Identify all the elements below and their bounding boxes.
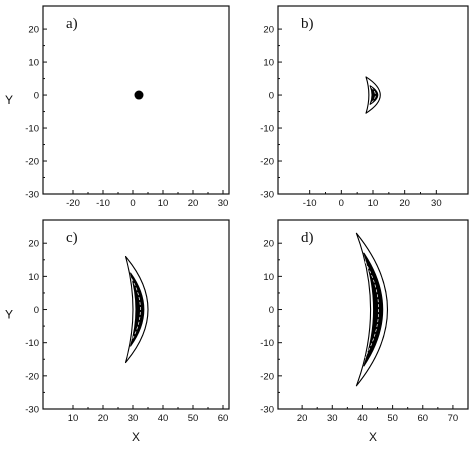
x-tick-label: 50: [387, 413, 398, 424]
x-tick-label: 60: [417, 413, 428, 424]
y-tick-label: -10: [260, 124, 274, 135]
y-tick-label: 20: [263, 239, 274, 250]
y-tick-label: -10: [25, 124, 39, 135]
plot-frame: [42, 5, 230, 195]
outer-contour: [355, 232, 389, 387]
y-tick-label: 20: [28, 239, 39, 250]
y-tick-label: -20: [260, 157, 274, 168]
x-tick-label: 10: [158, 198, 169, 209]
inner-contour: [130, 272, 145, 347]
y-tick-label: -30: [25, 190, 39, 201]
panel-1: -20 -10 0 10 20 30 -30 -20 -10 0 10 20 a) Y: [5, 5, 230, 209]
x-tick-label: 20: [188, 198, 199, 209]
y-tick-label: -20: [25, 157, 39, 168]
y-tick-label: -20: [25, 371, 39, 382]
y-tick-label: 10: [263, 272, 274, 283]
data-dot: [134, 90, 144, 100]
y-tick-label: 10: [28, 58, 39, 69]
x-tick-label: 60: [218, 413, 229, 424]
y-tick-label: -30: [260, 190, 274, 201]
panel-3: 10 20 30 40 50 60 -30 -20 -10 0 10 20 c) Y X: [5, 219, 230, 444]
panel-label: b): [301, 16, 314, 32]
x-tick-label: 10: [368, 198, 379, 209]
x-tick-label: 0: [339, 198, 344, 209]
y-tick-label: 0: [269, 91, 274, 102]
y-tick-label: -10: [25, 338, 39, 349]
x-tick-label: 40: [357, 413, 368, 424]
y-tick-label: -10: [260, 338, 274, 349]
x-tick-label: 30: [431, 198, 442, 209]
panel-label: d): [301, 230, 314, 246]
x-tick-label: 20: [399, 198, 410, 209]
x-tick-label: 30: [327, 413, 338, 424]
y-tick-label: 0: [34, 91, 39, 102]
x-tick-label: 40: [158, 413, 169, 424]
y-tick-label: -30: [260, 405, 274, 416]
contour-core-line: [131, 278, 141, 341]
panel-2: -10 0 10 20 30 -30 -20 -10 0 10 20 b): [260, 5, 469, 209]
x-tick-label: -20: [66, 198, 80, 209]
inner-contour: [363, 252, 384, 367]
x-tick-label: 20: [297, 413, 308, 424]
y-axis-title: Y: [5, 93, 13, 107]
x-tick-label: -10: [303, 198, 317, 209]
panel-4: 20 30 40 50 60 70 -30 -20 -10 0 10 20 d) X: [260, 219, 469, 444]
x-tick-label: 70: [448, 413, 459, 424]
y-tick-label: -20: [260, 371, 274, 382]
x-axis-title: X: [369, 430, 377, 444]
y-tick-label: 0: [269, 305, 274, 316]
x-tick-label: 10: [68, 413, 79, 424]
x-tick-label: 30: [128, 413, 139, 424]
contour-core-line: [364, 261, 379, 358]
inner-contour: [369, 85, 379, 105]
y-tick-label: 10: [263, 58, 274, 69]
x-tick-label: 20: [98, 413, 109, 424]
y-tick-label: 20: [28, 25, 39, 36]
y-tick-label: -30: [25, 405, 39, 416]
y-tick-label: 0: [34, 305, 39, 316]
panel-label: c): [66, 230, 78, 246]
panel-label: a): [66, 16, 78, 32]
x-axis-title: X: [132, 430, 140, 444]
y-tick-label: 20: [263, 25, 274, 36]
x-tick-label: 0: [130, 198, 135, 209]
plot-frame: [42, 219, 230, 410]
x-tick-label: 50: [188, 413, 199, 424]
x-tick-label: 30: [218, 198, 229, 209]
y-tick-label: 10: [28, 272, 39, 283]
plot-frame: [277, 219, 469, 410]
x-tick-label: -10: [96, 198, 110, 209]
contour-core-line: [370, 86, 376, 104]
y-axis-title: Y: [5, 308, 13, 322]
